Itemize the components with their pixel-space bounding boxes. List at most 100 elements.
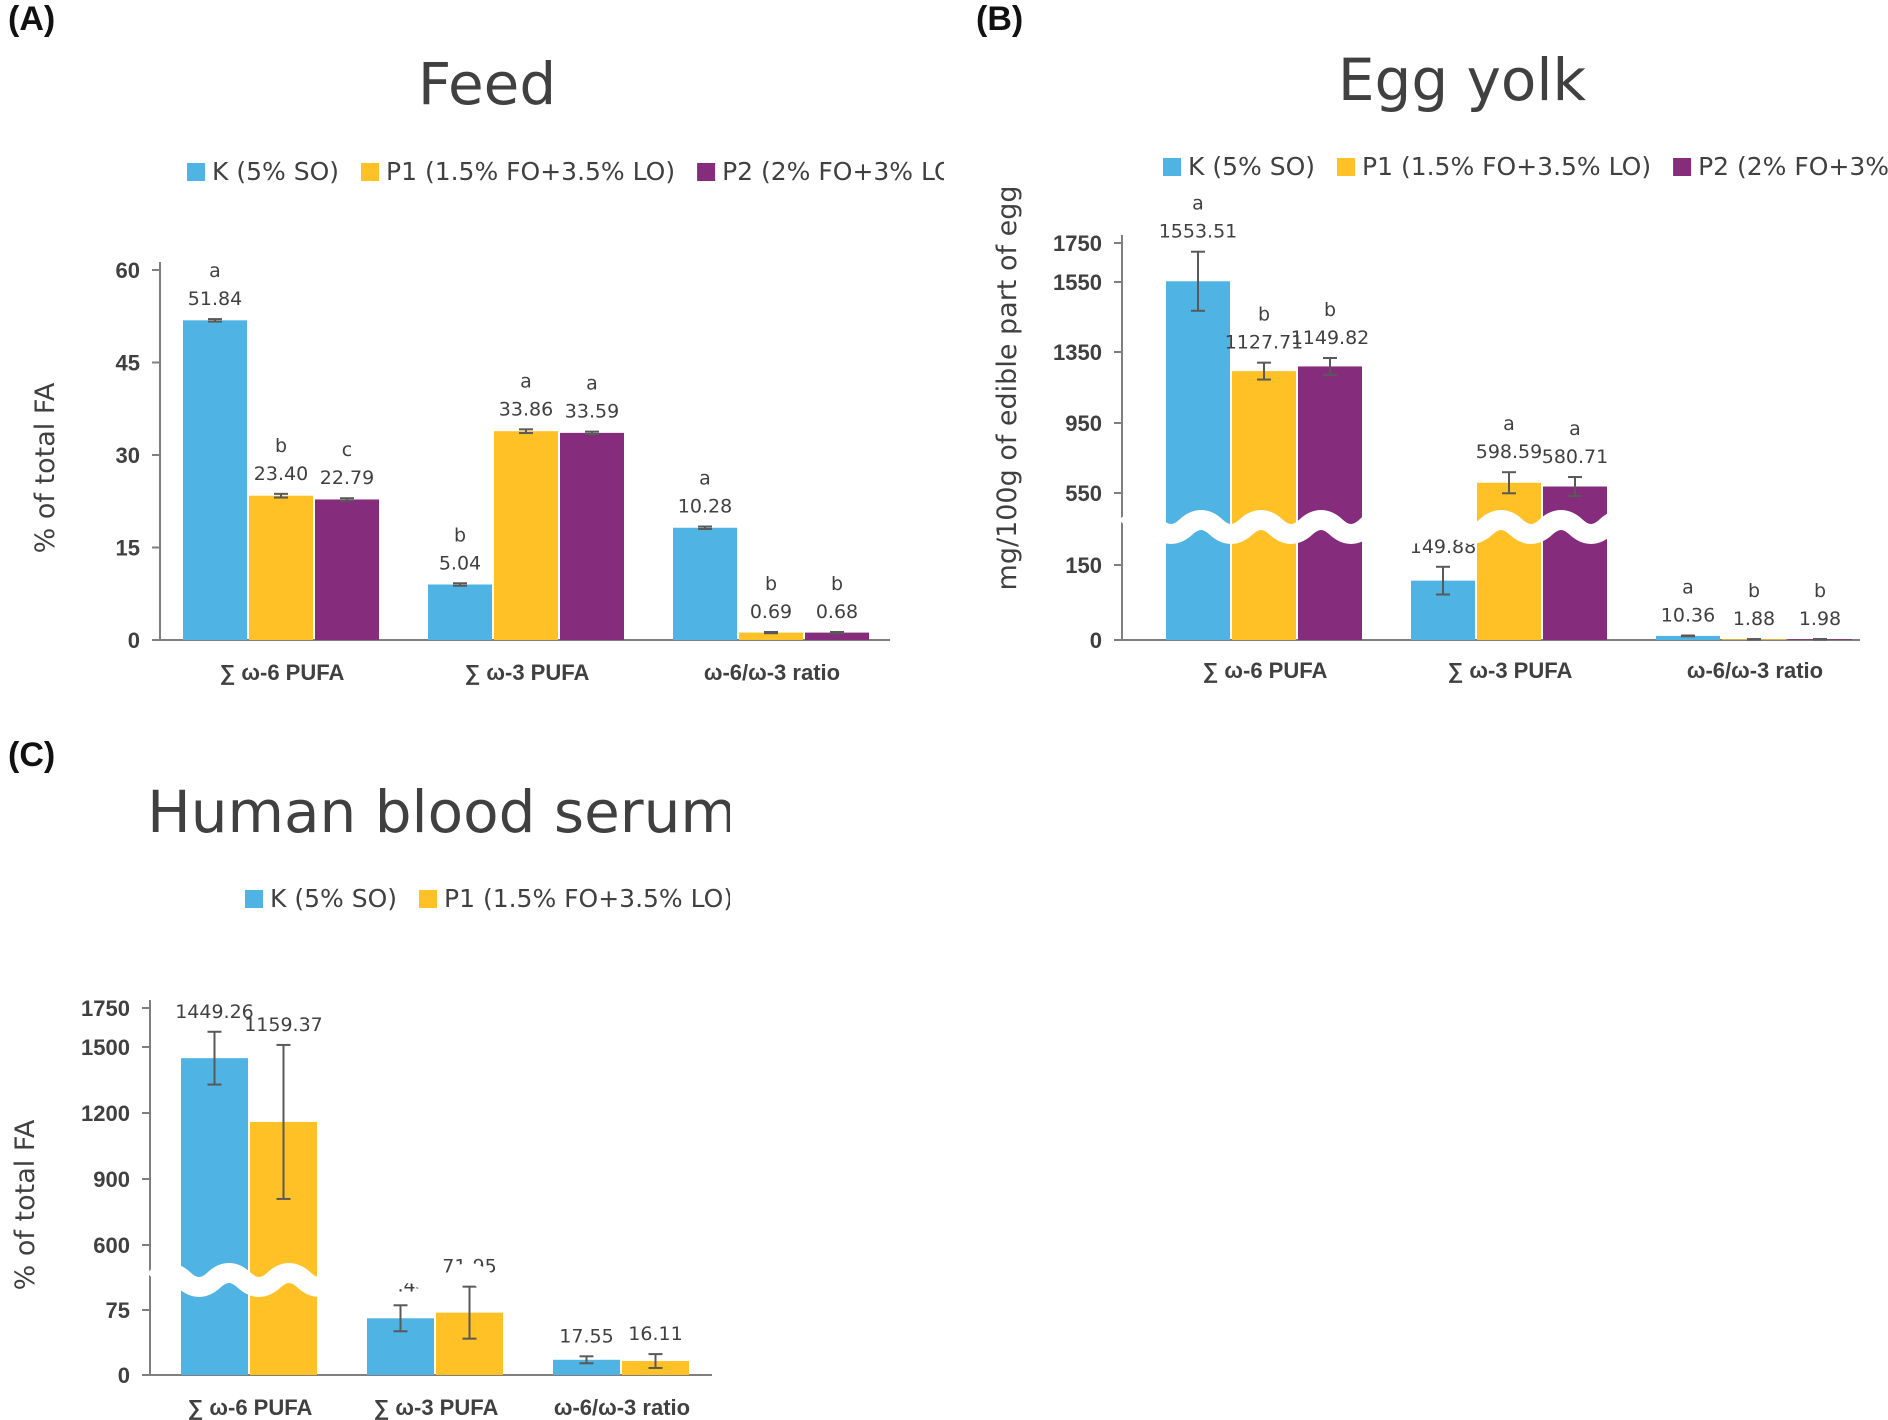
bar — [1232, 371, 1296, 640]
data-label: 22.79 — [320, 467, 374, 489]
legend-swatch-1 — [419, 890, 438, 908]
category-label: ∑ ω-6 PUFA — [220, 660, 345, 685]
legend-label-2: P2 (2% FO+3% LO) — [1698, 152, 1888, 181]
bar — [249, 495, 313, 640]
data-label: 1.88 — [1733, 608, 1775, 630]
y-tick-label: 30 — [116, 443, 140, 468]
significance-letter: b — [1814, 580, 1826, 602]
data-label: 1553.51 — [1159, 221, 1238, 243]
significance-letter: a — [1682, 577, 1694, 599]
y-tick-label: 600 — [93, 1233, 130, 1258]
y-tick-label: 150 — [1065, 553, 1102, 578]
category-label: ω-6/ω-3 ratio — [1687, 658, 1823, 683]
legend-label-0: K (5% SO) — [212, 157, 339, 186]
panel-a: (A) Feed K (5% SO) P1 (1.5% FO+3.5% LO) P2 … — [0, 0, 944, 720]
bar — [181, 1058, 248, 1375]
data-label: 17.55 — [559, 1325, 613, 1347]
data-label: 5.04 — [439, 552, 481, 574]
category-label: ω-6/ω-3 ratio — [704, 660, 840, 685]
significance-letter: b — [1324, 299, 1336, 321]
y-axis-label: mg/100g of edible part of egg — [992, 186, 1023, 591]
bar — [494, 431, 558, 640]
y-axis-label: % of total FA — [30, 382, 61, 553]
data-label: 16.11 — [628, 1323, 682, 1345]
y-tick-label: 900 — [93, 1167, 130, 1192]
panel-letter-a: (A) — [8, 0, 56, 38]
bar — [553, 1359, 620, 1375]
category-label: ω-6/ω-3 ratio — [554, 1395, 690, 1420]
significance-letter: c — [342, 439, 352, 461]
y-tick-label: 45 — [116, 351, 140, 376]
legend-label-0: K (5% SO) — [1188, 152, 1315, 181]
y-tick-label: 0 — [118, 1363, 130, 1388]
y-tick-label: 950 — [1065, 411, 1102, 436]
chart-title: Egg yolk — [1338, 46, 1587, 114]
data-label: 580.71 — [1542, 446, 1608, 468]
data-label: 598.59 — [1476, 441, 1542, 463]
panel-b: (B) Egg yolk K (5% SO) P1 (1.5% FO+3.5% LO… — [960, 0, 1888, 720]
bar — [1477, 482, 1541, 640]
category-label: ∑ ω-6 PUFA — [1203, 658, 1328, 683]
blood-serum-chart: Human blood serum K (5% SO) P1 (1.5% FO+3.… — [10, 778, 730, 1420]
category-label: ∑ ω-3 PUFA — [374, 1395, 499, 1420]
significance-letter: b — [831, 573, 843, 595]
y-tick-label: 75 — [106, 1298, 130, 1323]
y-tick-label: 1200 — [81, 1101, 130, 1126]
category-label: ∑ ω-3 PUFA — [465, 660, 590, 685]
bar — [315, 499, 379, 640]
significance-letter: a — [699, 468, 711, 490]
significance-letter: a — [1569, 418, 1581, 440]
y-tick-label: 0 — [128, 628, 140, 653]
egg-yolk-chart: Egg yolk K (5% SO) P1 (1.5% FO+3.5% LO) P2 … — [992, 46, 1888, 683]
data-label: 1.98 — [1799, 608, 1841, 630]
panel-letter-b: (B) — [976, 0, 1024, 38]
significance-letter: b — [1258, 304, 1270, 326]
y-tick-label: 1550 — [1053, 270, 1102, 295]
y-tick-label: 1350 — [1053, 340, 1102, 365]
category-label: ∑ ω-6 PUFA — [188, 1395, 313, 1420]
legend-swatch-0 — [1163, 158, 1181, 176]
data-label: 10.36 — [1661, 605, 1715, 627]
data-label: 0.68 — [816, 601, 858, 623]
significance-letter: a — [1503, 413, 1515, 435]
data-label: 33.59 — [565, 401, 619, 423]
axis-break — [1119, 510, 1888, 544]
data-label: 1149.82 — [1291, 327, 1370, 349]
significance-letter: a — [520, 370, 532, 392]
significance-letter: a — [209, 260, 221, 282]
category-label: ∑ ω-3 PUFA — [1448, 658, 1573, 683]
data-label: 0.69 — [750, 601, 792, 623]
data-label: 51.84 — [188, 288, 242, 310]
y-axis-label: % of total FA — [10, 1119, 41, 1290]
significance-letter: a — [586, 373, 598, 395]
bar — [560, 432, 624, 640]
bar — [183, 320, 247, 640]
legend-label-0: K (5% SO) — [270, 884, 397, 913]
significance-letter: b — [1748, 580, 1760, 602]
bar — [673, 527, 737, 640]
y-tick-label: 15 — [116, 536, 140, 561]
legend-label-1: P1 (1.5% FO+3.5% LO) — [1362, 152, 1651, 181]
legend-swatch-1 — [1337, 158, 1356, 176]
data-label: 10.28 — [678, 496, 732, 518]
y-tick-label: 550 — [1065, 481, 1102, 506]
data-label: 23.40 — [254, 463, 308, 485]
bar — [805, 632, 869, 640]
axis-break — [147, 1263, 730, 1297]
chart-title: Feed — [418, 50, 556, 118]
legend-label-1: P1 (1.5% FO+3.5% LO) — [444, 884, 730, 913]
significance-letter: a — [1192, 193, 1204, 215]
significance-letter: b — [454, 524, 466, 546]
legend-swatch-0 — [187, 163, 205, 181]
y-tick-label: 1750 — [1053, 231, 1102, 256]
chart-title: Human blood serum — [147, 778, 730, 846]
bar — [1543, 486, 1607, 640]
feed-chart: Feed K (5% SO) P1 (1.5% FO+3.5% LO) P2 (2% … — [30, 50, 944, 685]
significance-letter: b — [275, 435, 287, 457]
legend-label-2: P2 (2% FO+3% LO) — [722, 157, 944, 186]
data-label: 1159.37 — [244, 1014, 323, 1036]
panel-c: (C) Human blood serum K (5% SO) P1 (1.5% F… — [0, 720, 730, 1420]
bar — [428, 584, 492, 640]
legend-swatch-0 — [245, 890, 263, 908]
bar — [1656, 635, 1720, 640]
